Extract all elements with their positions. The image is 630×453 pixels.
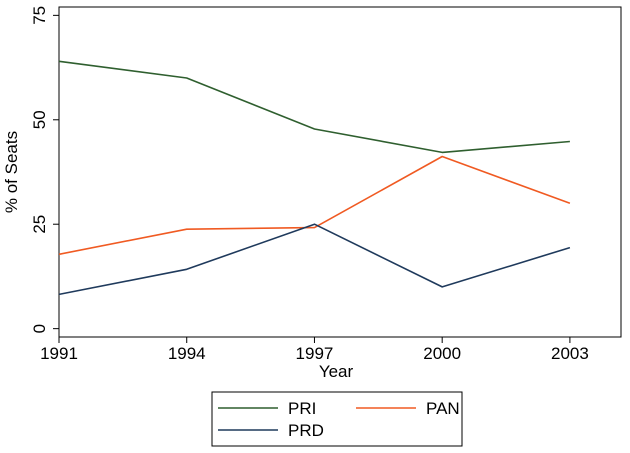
legend-label-prd: PRD xyxy=(288,421,324,440)
y-axis-title: % of Seats xyxy=(2,131,21,213)
series-line-pan xyxy=(58,155,571,256)
y-tick-label: 0 xyxy=(30,324,49,333)
x-tick-label: 2003 xyxy=(551,344,589,363)
legend-frame xyxy=(211,391,463,447)
series-layer xyxy=(58,60,571,296)
x-axis-title: Year xyxy=(319,362,354,381)
x-tick-label: 1991 xyxy=(40,344,78,363)
y-axis: 0 25 50 75 xyxy=(30,6,59,333)
series-line-prd xyxy=(58,223,571,296)
legend: PRI PAN PRD xyxy=(211,391,463,447)
y-tick-label: 50 xyxy=(30,110,49,129)
x-tick-label: 2000 xyxy=(423,344,461,363)
plot-frame xyxy=(58,6,622,338)
x-axis: 1991 1994 1997 2000 2003 xyxy=(40,337,589,363)
legend-label-pan: PAN xyxy=(426,399,460,418)
series-line-pri xyxy=(58,60,570,154)
x-tick-label: 1994 xyxy=(168,344,206,363)
y-tick-label: 25 xyxy=(30,215,49,234)
legend-label-pri: PRI xyxy=(288,399,316,418)
y-tick-label: 75 xyxy=(30,6,49,25)
x-tick-label: 1997 xyxy=(296,344,334,363)
